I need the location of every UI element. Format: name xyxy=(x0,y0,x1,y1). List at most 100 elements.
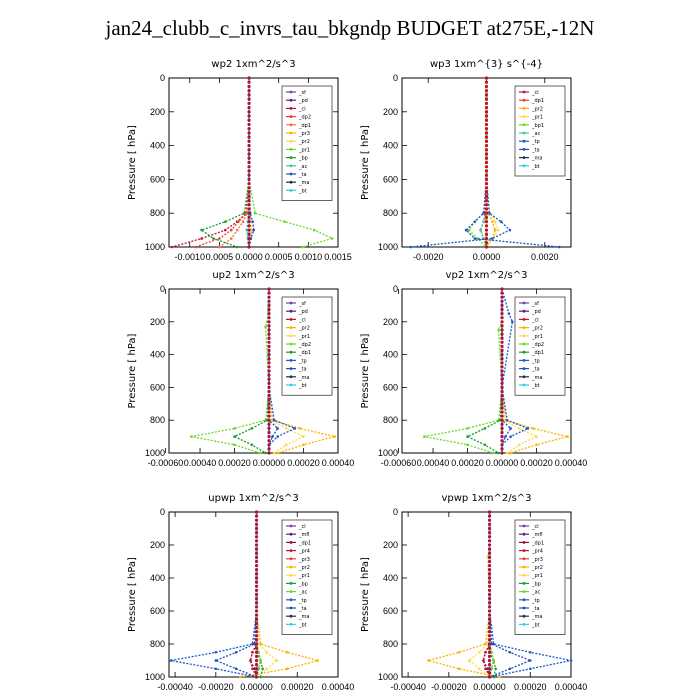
data-point xyxy=(457,650,461,654)
y-tick-label: 1000 xyxy=(145,448,165,458)
legend-label: _dp2 xyxy=(531,342,544,348)
data-point xyxy=(302,435,305,438)
zero-profile-point xyxy=(484,89,489,93)
zero-profile-point xyxy=(267,422,271,426)
data-point xyxy=(218,237,221,240)
zero-profile-point xyxy=(254,526,259,531)
data-point xyxy=(276,435,279,438)
zero-profile-point xyxy=(247,93,251,97)
legend-marker xyxy=(522,115,526,118)
legend-marker xyxy=(289,326,293,329)
zero-profile-point xyxy=(500,394,504,398)
zero-profile-point xyxy=(484,114,489,118)
zero-profile-point xyxy=(254,646,259,650)
zero-profile-point xyxy=(254,592,259,597)
zero-profile-point xyxy=(254,658,259,663)
zero-profile-point xyxy=(267,357,271,361)
zero-profile-point xyxy=(484,182,489,186)
zero-profile-point xyxy=(487,510,492,514)
zero-profile-point xyxy=(487,658,492,663)
zero-profile-point xyxy=(267,295,271,299)
zero-profile-point xyxy=(484,127,489,131)
data-point xyxy=(283,220,286,223)
zero-profile-point xyxy=(487,642,492,646)
data-point xyxy=(508,667,512,671)
zero-profile-point xyxy=(487,605,492,609)
data-point xyxy=(265,650,269,654)
legend-label: _pr2 xyxy=(298,565,310,571)
zero-profile-point xyxy=(500,332,504,336)
data-point xyxy=(235,228,239,232)
legend-label: _dp1 xyxy=(298,123,311,129)
data-point xyxy=(509,427,512,430)
zero-profile-point xyxy=(487,646,492,650)
legend-label: _pr2 xyxy=(531,106,543,112)
data-point xyxy=(250,427,254,430)
zero-profile-point xyxy=(254,580,259,584)
zero-profile-point xyxy=(254,555,259,559)
zero-profile-point xyxy=(247,207,251,211)
zero-profile-point xyxy=(484,148,489,152)
zero-profile-point xyxy=(267,402,271,406)
legend-label: _ac xyxy=(298,164,308,170)
legend-marker xyxy=(522,541,526,544)
data-point xyxy=(285,650,289,654)
data-point xyxy=(467,228,471,232)
legend-label: _bp xyxy=(298,156,308,162)
zero-profile-point xyxy=(267,439,271,443)
legend-label: _pr1 xyxy=(298,334,310,340)
legend-marker xyxy=(522,156,526,160)
x-tick-label: 0.00000 xyxy=(253,458,286,468)
zero-profile-point xyxy=(254,605,259,609)
legend-marker xyxy=(522,148,526,151)
data-point xyxy=(275,659,279,662)
legend-label: _pr2 xyxy=(531,326,543,332)
zero-profile-point xyxy=(500,365,504,369)
zero-profile-point xyxy=(247,89,251,93)
data-point xyxy=(233,435,236,438)
data-point xyxy=(284,427,288,430)
x-tick-label: 0.00000 xyxy=(473,682,506,692)
legend-marker xyxy=(289,189,293,192)
zero-profile-point xyxy=(254,547,259,551)
legend-label: _ma xyxy=(298,180,309,186)
data-point xyxy=(312,228,316,232)
zero-profile-point xyxy=(500,426,504,430)
zero-profile-point xyxy=(247,224,251,228)
x-tick-label: 0.0005 xyxy=(206,252,234,262)
data-point xyxy=(229,237,233,240)
zero-profile-point xyxy=(247,144,251,148)
legend-label: _pr1 xyxy=(531,115,543,121)
zero-profile-point xyxy=(500,336,504,340)
legend-marker xyxy=(522,98,526,102)
zero-profile-point xyxy=(484,122,489,127)
series-line-bp1 xyxy=(468,78,488,248)
data-point xyxy=(229,228,233,232)
data-point xyxy=(234,650,238,654)
zero-profile-point xyxy=(267,377,271,381)
y-tick-label: 0 xyxy=(393,73,398,83)
legend-marker xyxy=(289,383,293,387)
zero-profile-point xyxy=(500,320,504,324)
zero-profile-point xyxy=(487,671,492,675)
zero-profile-point xyxy=(484,215,489,220)
data-point xyxy=(478,667,481,671)
zero-profile-point xyxy=(267,435,271,439)
data-point xyxy=(272,451,276,455)
y-axis-label: Pressure [ hPa] xyxy=(127,557,138,632)
data-point xyxy=(482,659,485,662)
legend-label: _bt xyxy=(298,622,307,628)
x-tick-label: 0.0015 xyxy=(324,252,352,262)
legend-marker xyxy=(289,541,293,544)
zero-profile-point xyxy=(247,84,251,89)
zero-profile-point xyxy=(500,353,504,357)
zero-profile-point xyxy=(500,443,504,447)
legend-label: _cl xyxy=(531,90,539,96)
data-point xyxy=(224,220,227,223)
zero-profile-point xyxy=(267,291,271,295)
legend-marker xyxy=(289,107,293,110)
y-tick-label: 800 xyxy=(150,415,165,425)
data-point xyxy=(467,659,471,662)
legend-label: _cl xyxy=(531,524,539,530)
